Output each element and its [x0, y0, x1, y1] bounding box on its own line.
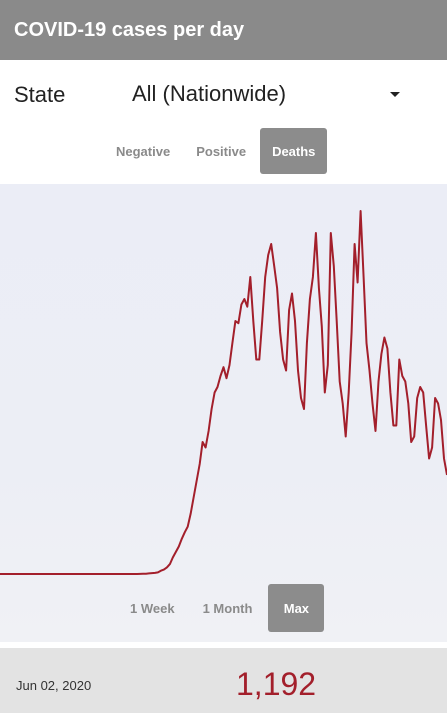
one-week-button[interactable]: 1 Week [130, 600, 175, 616]
negative-button[interactable]: Negative [116, 143, 171, 159]
deaths-button[interactable]: Deaths [260, 128, 328, 174]
state-dropdown[interactable]: All (Nationwide) [132, 74, 412, 114]
app-header: COVID-19 cases per day [0, 0, 447, 60]
state-dropdown-value: All (Nationwide) [132, 81, 287, 106]
state-label: State [14, 82, 66, 107]
max-button[interactable]: Max [268, 584, 325, 632]
deaths-line-chart[interactable] [0, 184, 447, 642]
app-title: COVID-19 cases per day [14, 18, 245, 41]
selected-date: Jun 02, 2020 [16, 678, 92, 693]
selected-value: 1,192 [236, 666, 317, 702]
positive-button[interactable]: Positive [196, 143, 247, 159]
type-toggle: Negative Positive Deaths [104, 128, 328, 174]
chevron-down-icon [390, 91, 400, 97]
one-month-button[interactable]: 1 Month [202, 600, 253, 616]
chart-area[interactable] [0, 184, 447, 642]
footer-readout: Jun 02, 2020 1,192 [0, 648, 447, 713]
state-row: State All (Nationwide) [0, 62, 447, 126]
deaths-series-line [0, 210, 447, 575]
range-toggle: 1 Week 1 Month Max [118, 584, 325, 632]
